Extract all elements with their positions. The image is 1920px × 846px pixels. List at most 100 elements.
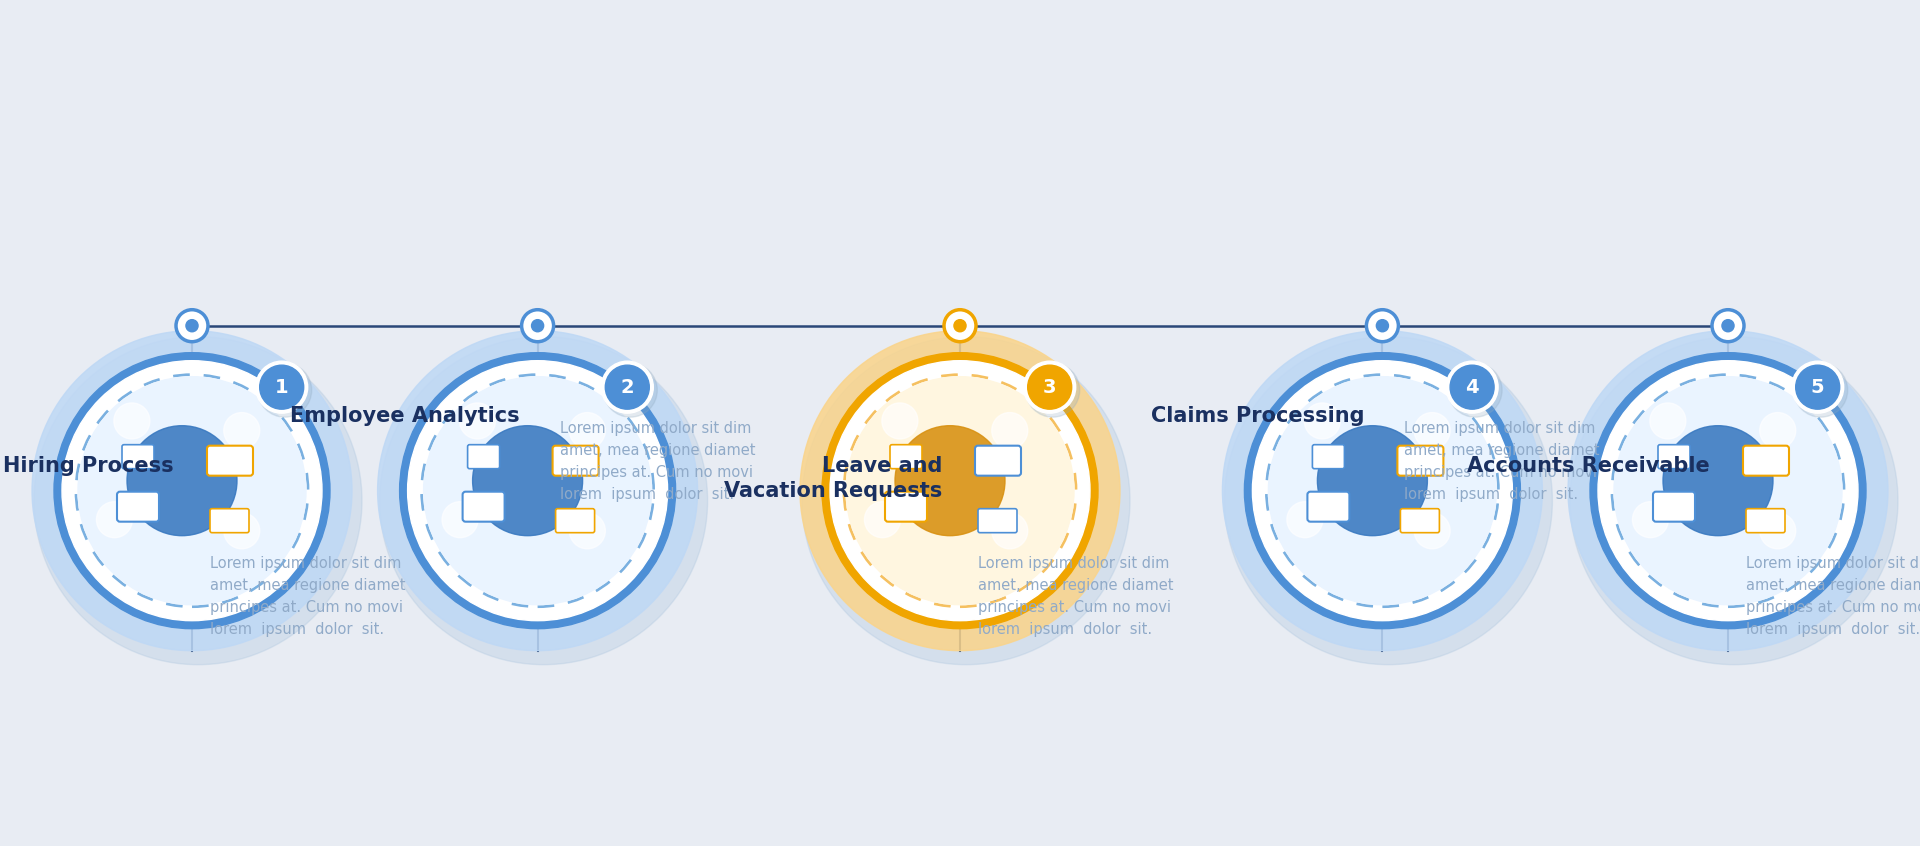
Circle shape [822,353,1098,629]
Text: Leave and
Vacation Requests: Leave and Vacation Requests [724,456,943,501]
Circle shape [1448,363,1501,417]
FancyBboxPatch shape [885,492,927,522]
Circle shape [1377,320,1388,332]
Text: Claims Processing: Claims Processing [1150,406,1365,426]
Circle shape [378,331,697,651]
Circle shape [605,365,649,409]
Circle shape [225,513,259,549]
Circle shape [259,365,303,409]
FancyBboxPatch shape [117,492,159,522]
Circle shape [1793,363,1847,417]
Circle shape [1269,376,1496,605]
Circle shape [442,502,478,538]
Circle shape [186,320,198,332]
Text: Lorem ipsum dolor sit dim
amet, mea regione diamet
principes at. Cum no movi
lor: Lorem ipsum dolor sit dim amet, mea regi… [977,556,1173,637]
Circle shape [1225,337,1553,665]
Circle shape [1367,310,1398,342]
Circle shape [1795,365,1839,409]
Circle shape [801,331,1119,651]
Text: 1: 1 [275,377,288,397]
Circle shape [993,413,1027,448]
Circle shape [255,361,307,413]
FancyBboxPatch shape [468,445,499,469]
Circle shape [1286,502,1323,538]
Circle shape [35,337,363,665]
Circle shape [1415,513,1450,549]
Circle shape [1761,513,1795,549]
FancyBboxPatch shape [1743,446,1789,475]
Text: Hiring Process: Hiring Process [4,456,175,475]
Circle shape [61,360,323,621]
Circle shape [1025,363,1079,417]
Circle shape [1415,413,1450,448]
Circle shape [603,363,657,417]
Circle shape [257,363,311,417]
Text: Employee Analytics: Employee Analytics [290,406,520,426]
Circle shape [601,361,653,413]
Circle shape [1722,320,1734,332]
Text: Lorem ipsum dolor sit dim
amet, mea regione diamet
principes at. Cum no movi
lor: Lorem ipsum dolor sit dim amet, mea regi… [559,420,755,503]
Circle shape [1244,353,1521,629]
FancyBboxPatch shape [891,445,922,469]
FancyBboxPatch shape [463,492,505,522]
FancyBboxPatch shape [1653,492,1695,522]
Circle shape [459,403,495,439]
Circle shape [803,337,1131,665]
Text: Accounts Receivable: Accounts Receivable [1467,456,1711,475]
Circle shape [1252,360,1513,621]
Circle shape [881,403,918,439]
Circle shape [1223,331,1542,651]
Circle shape [177,310,207,342]
Circle shape [993,513,1027,549]
FancyBboxPatch shape [975,446,1021,475]
Circle shape [829,360,1091,621]
Circle shape [1761,413,1795,448]
Circle shape [380,337,708,665]
Text: Lorem ipsum dolor sit dim
amet, mea regione diamet
principes at. Cum no movi
lor: Lorem ipsum dolor sit dim amet, mea regi… [1404,420,1599,503]
Circle shape [1590,353,1866,629]
Circle shape [79,376,305,605]
Circle shape [1450,365,1494,409]
Text: 2: 2 [620,377,634,397]
Circle shape [847,376,1073,605]
FancyBboxPatch shape [1313,445,1344,469]
Circle shape [33,331,351,651]
Circle shape [472,426,582,536]
Circle shape [1663,426,1772,536]
Circle shape [1446,361,1498,413]
Circle shape [424,376,651,605]
FancyBboxPatch shape [207,446,253,475]
Circle shape [1597,360,1859,621]
Text: 5: 5 [1811,377,1824,397]
Circle shape [570,513,605,549]
FancyBboxPatch shape [123,445,154,469]
Circle shape [532,320,543,332]
Circle shape [1569,331,1887,651]
Circle shape [570,413,605,448]
Circle shape [399,353,676,629]
Circle shape [54,353,330,629]
Text: 4: 4 [1465,377,1478,397]
FancyBboxPatch shape [1400,508,1440,533]
FancyBboxPatch shape [209,508,250,533]
Circle shape [1027,365,1071,409]
FancyBboxPatch shape [1398,446,1444,475]
FancyBboxPatch shape [553,446,599,475]
Circle shape [113,403,150,439]
Circle shape [1317,426,1427,536]
Circle shape [954,320,966,332]
Circle shape [1632,502,1668,538]
Circle shape [1615,376,1841,605]
Circle shape [895,426,1004,536]
Circle shape [407,360,668,621]
Text: Lorem ipsum dolor sit dim
amet, mea regione diamet
principes at. Cum no movi
lor: Lorem ipsum dolor sit dim amet, mea regi… [209,556,405,637]
FancyBboxPatch shape [977,508,1018,533]
Circle shape [864,502,900,538]
Circle shape [1571,337,1899,665]
Circle shape [225,413,259,448]
FancyBboxPatch shape [1659,445,1690,469]
Circle shape [1304,403,1340,439]
Circle shape [96,502,132,538]
FancyBboxPatch shape [555,508,595,533]
Circle shape [945,310,975,342]
